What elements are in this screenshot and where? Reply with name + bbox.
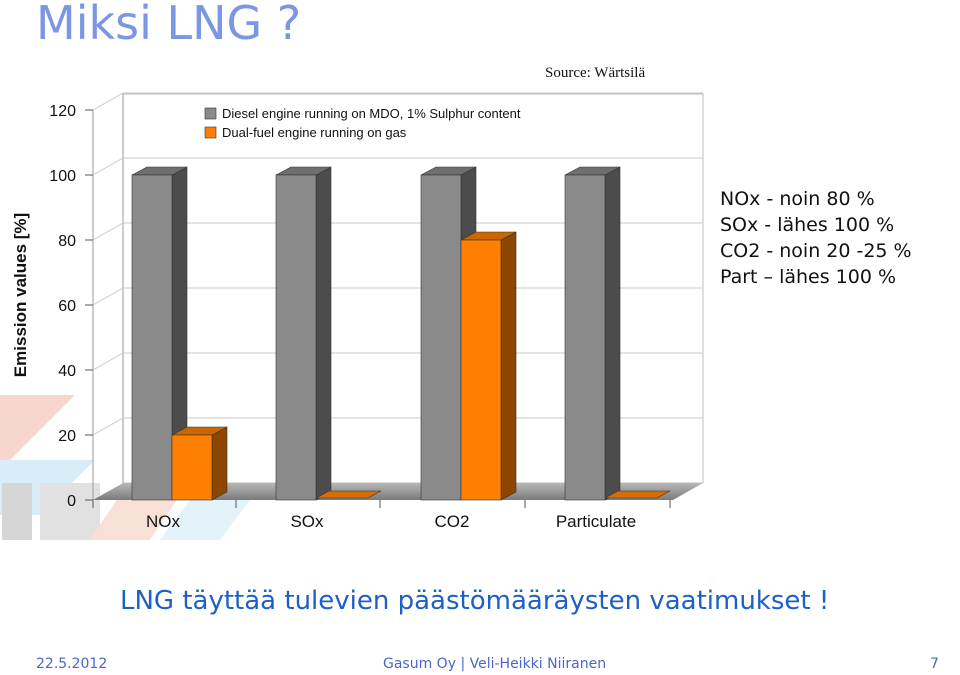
x-tick-label: Particulate	[556, 512, 636, 531]
bar-particulate-diesel	[564, 166, 621, 501]
bar-sox-diesel	[275, 166, 332, 501]
gridline-side	[92, 157, 124, 176]
gridline-side	[92, 352, 124, 371]
page-number: 7	[930, 656, 939, 672]
y-tick-label: 80	[58, 233, 76, 250]
note-particulate: Part – lähes 100 %	[720, 266, 897, 288]
chart-floor	[93, 483, 703, 500]
legend-swatch	[204, 107, 217, 120]
watermark-logo	[0, 395, 250, 540]
y-tick-label: 0	[67, 493, 76, 510]
y-tick-label: 20	[58, 428, 76, 445]
y-tick-label: 60	[58, 298, 76, 315]
slide-subtitle: LNG täyttää tulevien päästömääräysten va…	[120, 586, 830, 616]
slide-title: Miksi LNG ?	[36, 0, 302, 50]
y-axis-label: Emission values [%]	[11, 213, 30, 377]
y-tick-label: 120	[49, 103, 76, 120]
emissions-bar-chart: 0 20 40 60 80 100 120 NOx SOx CO2 Particulate Emi…	[0, 65, 704, 540]
x-tick-label: NOx	[146, 512, 181, 531]
footer-date: 22.5.2012	[36, 656, 108, 672]
y-tick-label: 100	[49, 168, 76, 185]
legend-swatch	[204, 126, 217, 139]
legend-label: Dual-fuel engine running on gas	[222, 125, 407, 140]
note-nox: NOx - noin 80 %	[720, 188, 875, 210]
x-tick-label: SOx	[290, 512, 324, 531]
y-tick-label: 40	[58, 363, 76, 380]
bar-sox-lng	[315, 490, 382, 499]
bar-nox-lng	[171, 426, 228, 501]
x-tick-label: CO2	[435, 512, 470, 531]
note-sox: SOx - lähes 100 %	[720, 214, 895, 236]
legend-label: Diesel engine running on MDO, 1% Sulphur…	[222, 106, 521, 121]
bar-nox-diesel	[131, 166, 188, 501]
chart-source: Source: Wärtsilä	[545, 65, 645, 81]
bar-particulate-lng	[604, 490, 671, 499]
gridline-side	[92, 222, 124, 241]
note-co2: CO2 - noin 20 -25 %	[720, 240, 912, 262]
reduction-notes: NOx - noin 80 % SOx - lähes 100 % CO2 - …	[720, 186, 912, 290]
footer-author: Gasum Oy | Veli-Heikki Niiranen	[383, 656, 607, 672]
gridline-side	[92, 92, 124, 111]
gridline-side	[92, 417, 124, 436]
bar-co2-lng	[460, 231, 517, 501]
gridline-side	[92, 287, 124, 306]
